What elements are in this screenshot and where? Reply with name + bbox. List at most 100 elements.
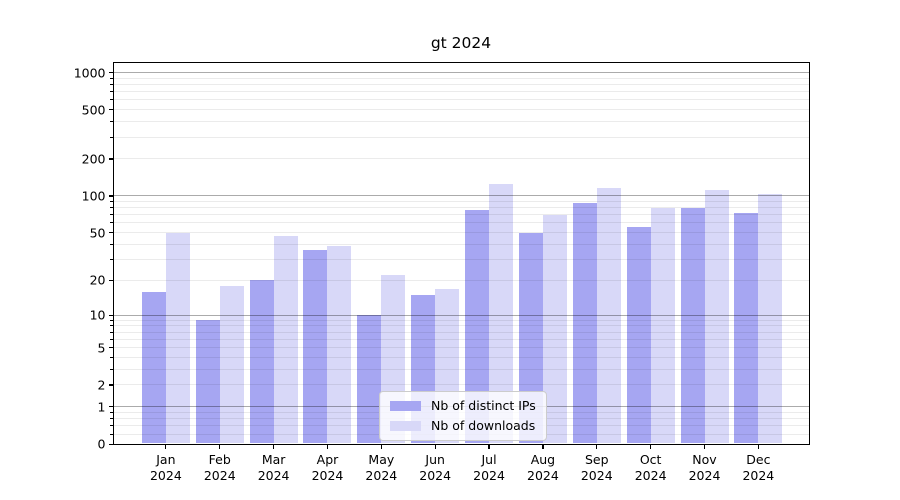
bar-downloads-apr-2024 <box>327 245 352 444</box>
y-minor-tickmark <box>110 368 113 370</box>
y-minor-tickmark <box>110 425 113 427</box>
x-tick-label: Mar 2024 <box>258 452 290 483</box>
x-tick-label: Oct 2024 <box>635 452 667 483</box>
y-minor-tickmark <box>110 258 113 260</box>
x-tick-month: May <box>368 452 395 467</box>
x-tick-month: Sep <box>584 452 609 467</box>
y-minor-tickmark <box>110 325 113 327</box>
x-tickmark <box>219 445 221 449</box>
bar-ips-mar-2024 <box>249 280 274 444</box>
bar-ips-jan-2024 <box>141 291 166 444</box>
y-tick-label: 500 <box>81 102 106 118</box>
bar-downloads-aug-2024 <box>542 214 567 444</box>
y-minor-tickmark <box>110 331 113 333</box>
x-tickmark <box>434 445 436 449</box>
bar-ips-may-2024 <box>357 315 382 444</box>
y-tickmark <box>108 72 113 74</box>
y-tick-label: 50 <box>89 225 106 241</box>
legend-swatch-distinct-ips-icon <box>390 400 421 411</box>
bar-downloads-nov-2024 <box>704 189 729 444</box>
chart-title: gt 2024 <box>430 34 492 52</box>
gridline-minor <box>113 232 809 234</box>
gridline-minor <box>113 99 809 101</box>
x-tick-year: 2024 <box>580 467 613 483</box>
gridline-minor <box>113 158 809 160</box>
gridline-minor <box>113 200 809 202</box>
y-minor-tickmark <box>110 384 113 386</box>
x-tickmark <box>273 445 275 449</box>
legend-entry-downloads: Nb of downloads <box>390 418 536 433</box>
x-tick-year: 2024 <box>365 467 398 483</box>
x-tickmark <box>326 445 329 449</box>
y-minor-tickmark <box>110 338 113 340</box>
x-tick-year: 2024 <box>473 467 505 483</box>
gridline-minor <box>113 243 809 245</box>
gridline-minor <box>113 84 809 86</box>
y-minor-tickmark <box>110 200 113 202</box>
legend-label-downloads: Nb of downloads <box>431 418 536 433</box>
x-tick-month: Apr <box>316 452 339 467</box>
y-minor-tickmark <box>110 214 113 216</box>
x-tick-month: Jan <box>156 452 176 467</box>
bar-ips-dec-2024 <box>734 212 759 444</box>
y-minor-tickmark <box>110 418 113 420</box>
bar-ips-apr-2024 <box>303 249 328 444</box>
bar-downloads-jan-2024 <box>165 232 190 444</box>
gridline-minor <box>113 109 809 111</box>
x-tick-month: Jul <box>481 452 497 467</box>
x-tick-year: 2024 <box>634 467 667 483</box>
gridline-minor <box>113 279 809 281</box>
y-minor-tickmark <box>110 91 113 93</box>
x-tick-year: 2024 <box>257 467 290 483</box>
bar-downloads-oct-2024 <box>650 207 675 444</box>
y-minor-tickmark <box>110 121 113 123</box>
x-tick-label: Dec 2024 <box>742 452 774 483</box>
x-tick-month: Jun <box>425 452 445 467</box>
gridline-minor <box>113 214 809 216</box>
bar-ips-feb-2024 <box>195 320 220 444</box>
x-tickmark <box>650 445 652 449</box>
y-tick-label: 100 <box>81 188 106 204</box>
x-tickmark <box>488 445 490 449</box>
x-tick-year: 2024 <box>203 467 236 483</box>
y-minor-tickmark <box>110 319 113 321</box>
y-minor-tickmark <box>110 411 113 413</box>
y-minor-tickmark <box>110 84 113 86</box>
legend-label-distinct-ips: Nb of distinct IPs <box>431 398 536 413</box>
bar-downloads-feb-2024 <box>219 285 244 444</box>
x-tick-year: 2024 <box>742 467 775 483</box>
y-minor-tickmark <box>110 232 113 234</box>
x-tick-year: 2024 <box>311 467 344 483</box>
x-tick-label: Jan 2024 <box>150 452 182 483</box>
gridline-minor <box>113 207 809 209</box>
gridline-minor <box>113 319 809 321</box>
y-tick-label: 1000 <box>73 65 106 81</box>
gridline-minor <box>113 347 809 349</box>
gridline-minor <box>113 136 809 138</box>
x-tick-label: Sep 2024 <box>581 452 613 483</box>
x-tick-label: Jul 2024 <box>473 452 505 483</box>
y-minor-tickmark <box>110 347 113 349</box>
y-tickmark <box>108 195 113 197</box>
gridline-major <box>113 72 809 74</box>
y-minor-tickmark <box>110 158 113 160</box>
y-minor-tickmark <box>110 243 113 245</box>
x-tickmark <box>165 445 167 449</box>
gridline-minor <box>113 258 809 260</box>
legend-entry-distinct-ips: Nb of distinct IPs <box>390 398 536 413</box>
gridline-minor <box>113 222 809 224</box>
x-tick-month: Oct <box>639 452 662 467</box>
x-tick-label: Jun 2024 <box>419 452 451 483</box>
y-tickmark <box>108 406 113 408</box>
x-tick-month: Nov <box>692 452 717 467</box>
y-tick-label: 200 <box>81 151 106 167</box>
x-tick-year: 2024 <box>419 467 452 483</box>
x-tick-month: Aug <box>530 452 556 467</box>
y-tick-label: 1 <box>97 399 106 415</box>
x-tick-label: Aug 2024 <box>527 452 559 483</box>
y-minor-tickmark <box>110 433 113 435</box>
x-tick-month: Feb <box>208 452 231 467</box>
gridline-minor <box>113 338 809 340</box>
gridline-minor <box>113 368 809 370</box>
x-tickmark <box>380 445 382 449</box>
